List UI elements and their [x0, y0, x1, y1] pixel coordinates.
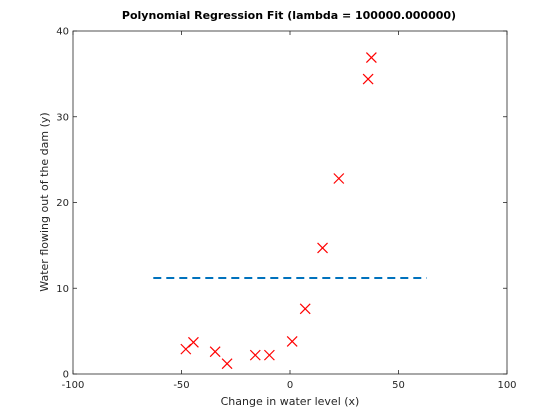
chart-title: Polynomial Regression Fit (lambda = 1000… [122, 9, 456, 22]
axes-box [72, 30, 508, 375]
series-layer [153, 52, 427, 370]
data-point-marker [317, 242, 328, 254]
y-tick-label: 0 [63, 370, 69, 381]
x-tick-label: 50 [392, 380, 405, 391]
data-point-marker [188, 336, 199, 348]
y-axis-ticks: 0 10 20 30 40 [56, 27, 507, 381]
data-point-marker [299, 303, 311, 315]
data-point-marker [365, 52, 377, 64]
y-axis-label: Water flowing out of the dam (y) [38, 112, 51, 291]
y-tick-label: 20 [56, 198, 69, 209]
data-point-marker [333, 173, 345, 184]
data-point-marker [263, 349, 275, 361]
data-point-marker [221, 358, 233, 370]
x-tick-label: 0 [287, 380, 293, 391]
y-tick-label: 40 [56, 27, 69, 38]
x-tick-label: -50 [173, 380, 189, 391]
x-axis-ticks: -100 -50 0 50 100 [62, 31, 517, 391]
x-axis-label: Change in water level (x) [221, 395, 360, 408]
plot-area: -100 -50 0 50 100 0 10 20 30 40 [56, 27, 516, 392]
data-point-marker [209, 346, 221, 358]
data-point-marker [286, 335, 298, 347]
x-tick-label: -100 [62, 380, 85, 391]
y-tick-label: 30 [56, 112, 69, 123]
data-point-marker [362, 73, 374, 85]
x-tick-label: 100 [497, 380, 516, 391]
data-point-marker [249, 349, 261, 361]
y-tick-label: 10 [56, 284, 69, 295]
